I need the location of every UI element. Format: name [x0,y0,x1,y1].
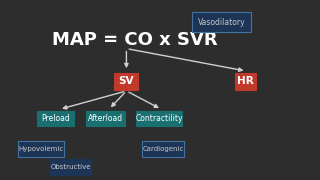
FancyBboxPatch shape [86,111,125,126]
FancyBboxPatch shape [50,159,91,175]
Text: Hypovolemic: Hypovolemic [18,146,63,152]
FancyBboxPatch shape [136,111,182,126]
Text: MAP = CO x SVR: MAP = CO x SVR [52,31,217,49]
FancyBboxPatch shape [114,73,138,90]
Text: HR: HR [237,76,254,86]
FancyBboxPatch shape [235,73,256,90]
Text: Cardiogenic: Cardiogenic [142,146,184,152]
Text: SV: SV [118,76,133,86]
FancyBboxPatch shape [37,111,74,126]
Text: Contractility: Contractility [135,114,183,123]
Text: Obstructive: Obstructive [50,164,91,170]
Text: Vasodilatory: Vasodilatory [198,18,245,27]
FancyBboxPatch shape [18,141,64,157]
Text: Afterload: Afterload [88,114,123,123]
FancyBboxPatch shape [142,141,184,157]
Text: Preload: Preload [41,114,69,123]
FancyBboxPatch shape [192,12,251,32]
